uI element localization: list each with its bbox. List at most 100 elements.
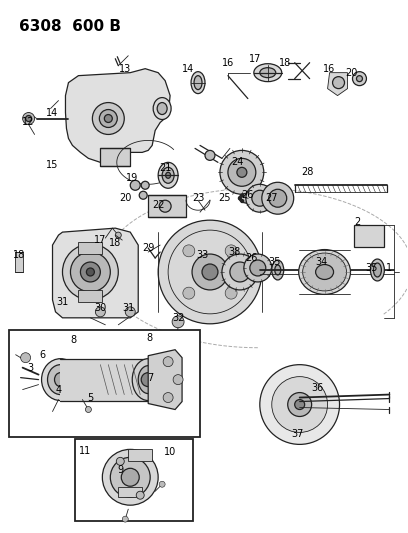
Circle shape [21,353,31,362]
Circle shape [86,268,94,276]
Ellipse shape [299,249,350,294]
Circle shape [183,245,195,257]
Text: 30: 30 [94,303,106,313]
Circle shape [141,373,155,386]
Circle shape [62,244,118,300]
Circle shape [288,393,312,416]
Ellipse shape [260,68,276,78]
Text: 15: 15 [47,160,59,171]
Circle shape [353,71,366,86]
Bar [75,439,193,521]
Polygon shape [328,72,348,95]
Circle shape [22,112,35,125]
Circle shape [260,365,339,445]
Text: 1: 1 [386,263,392,273]
Circle shape [141,181,149,189]
Text: 8: 8 [71,335,77,345]
Bar [148,195,186,217]
Text: 28: 28 [302,167,314,177]
Circle shape [92,102,124,134]
Text: 35: 35 [268,257,281,267]
Ellipse shape [370,259,384,281]
Circle shape [250,260,266,276]
Circle shape [173,375,183,385]
Ellipse shape [48,365,73,394]
Ellipse shape [272,260,284,280]
Ellipse shape [191,71,205,94]
Text: 2: 2 [355,217,361,227]
Circle shape [246,193,249,196]
Circle shape [222,254,258,290]
Circle shape [269,189,287,207]
Text: 32: 32 [172,313,184,323]
Circle shape [262,182,294,214]
Text: 25: 25 [219,193,231,203]
Circle shape [254,197,257,200]
Ellipse shape [373,263,381,277]
Circle shape [252,190,268,206]
Bar [15,252,22,272]
Text: 18: 18 [13,250,25,260]
Ellipse shape [132,359,164,400]
Circle shape [225,245,237,257]
Text: 9: 9 [117,465,123,475]
Circle shape [163,357,173,367]
Circle shape [85,407,91,413]
Text: 4: 4 [55,385,62,394]
Ellipse shape [254,63,282,82]
Circle shape [220,150,264,194]
Text: 16: 16 [222,58,234,68]
Ellipse shape [303,253,346,291]
Circle shape [192,254,228,290]
Text: 33: 33 [196,250,208,260]
Circle shape [202,264,218,280]
Text: 17: 17 [94,235,106,245]
Text: 26: 26 [242,190,254,200]
Text: 14: 14 [47,108,59,117]
Circle shape [246,184,274,212]
Circle shape [26,116,31,122]
Circle shape [116,457,124,465]
Circle shape [244,254,272,282]
Ellipse shape [157,102,167,115]
Text: 37: 37 [291,430,304,439]
Text: 27: 27 [266,193,278,203]
Ellipse shape [55,373,67,386]
Circle shape [102,449,158,505]
Text: 18: 18 [279,58,291,68]
Ellipse shape [158,163,178,188]
Ellipse shape [42,359,80,400]
Bar [9,330,200,438]
Circle shape [241,199,244,203]
Text: 6: 6 [40,350,46,360]
Text: 14: 14 [182,63,194,74]
Ellipse shape [138,366,158,393]
Circle shape [125,307,135,317]
Circle shape [246,201,249,204]
Circle shape [121,469,139,486]
Circle shape [172,316,184,328]
Bar [118,487,142,497]
Circle shape [230,262,250,282]
Text: 3: 3 [27,362,33,373]
Text: 24: 24 [232,157,244,167]
Polygon shape [148,350,182,409]
Text: 12: 12 [22,117,35,127]
Circle shape [71,252,110,292]
Text: 5: 5 [87,392,93,402]
Text: 8: 8 [146,333,152,343]
Circle shape [159,481,165,487]
Text: 16: 16 [324,63,336,74]
Text: 11: 11 [79,446,91,456]
Circle shape [163,393,173,402]
Text: 35: 35 [365,263,378,273]
Polygon shape [65,69,170,163]
Circle shape [357,76,362,82]
Text: 36: 36 [311,383,324,393]
Ellipse shape [153,98,171,119]
Circle shape [295,400,305,409]
Text: 22: 22 [152,200,164,210]
Polygon shape [53,228,138,318]
Circle shape [122,516,128,522]
Text: 38: 38 [229,247,241,257]
